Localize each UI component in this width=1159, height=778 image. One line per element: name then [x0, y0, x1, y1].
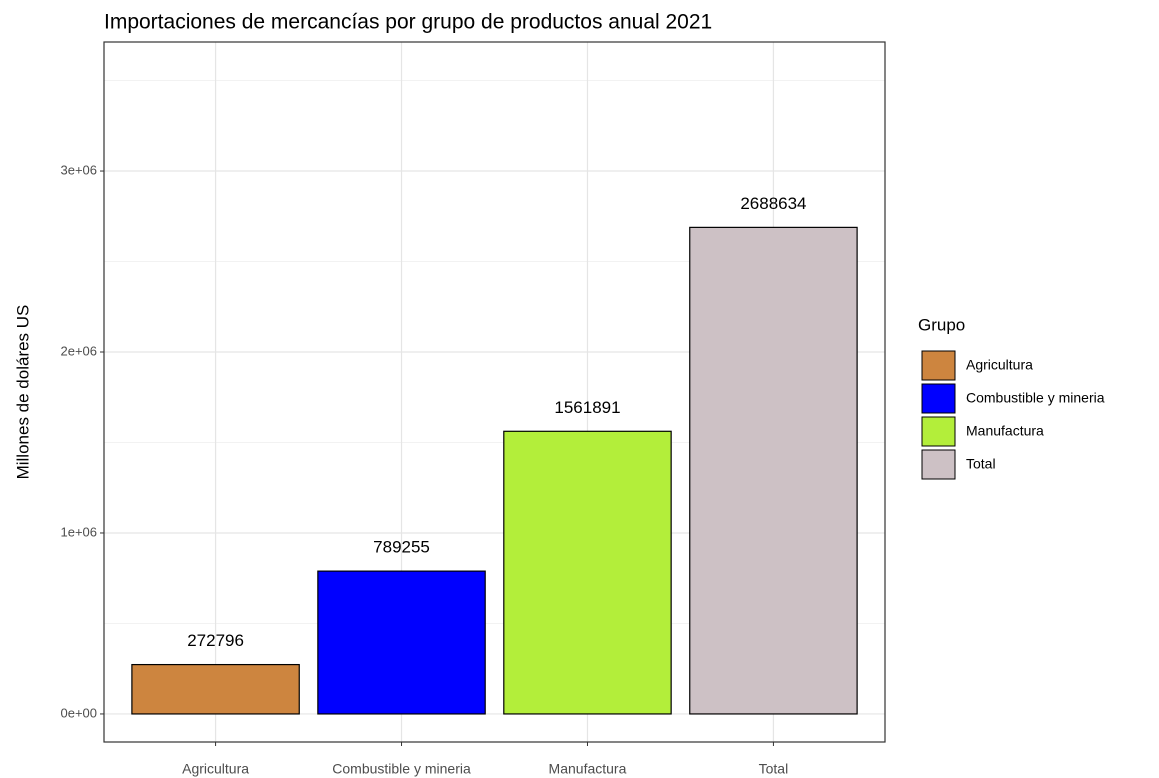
x-tick-label: Total — [759, 761, 789, 777]
legend-label: Combustible y mineria — [966, 390, 1105, 406]
bar — [689, 226, 858, 715]
y-axis-label: Millones de doláres US — [13, 305, 32, 480]
bar — [131, 663, 300, 715]
value-label: 272796 — [187, 631, 244, 650]
legend-label: Agricultura — [966, 357, 1033, 373]
y-tick-label: 1e+06 — [60, 524, 97, 539]
x-tick-label: Manufactura — [549, 761, 627, 777]
value-label: 789255 — [373, 538, 430, 557]
bar — [503, 430, 672, 715]
value-label: 1561891 — [554, 398, 620, 417]
bar — [317, 570, 486, 715]
x-tick-label: Agricultura — [182, 761, 249, 777]
legend-title: Grupo — [918, 315, 965, 334]
legend-swatch — [921, 350, 956, 381]
value-label: 2688634 — [740, 194, 806, 213]
legend-swatch — [921, 449, 956, 480]
chart-title: Importaciones de mercancías por grupo de… — [104, 11, 712, 34]
legend-label: Total — [966, 456, 996, 472]
y-tick-label: 0e+00 — [60, 705, 97, 720]
x-tick-label: Combustible y mineria — [332, 761, 471, 777]
y-tick-label: 3e+06 — [60, 162, 97, 177]
legend-swatch — [921, 383, 956, 414]
y-tick-label: 2e+06 — [60, 343, 97, 358]
panel-border — [103, 41, 886, 743]
legend-label: Manufactura — [966, 423, 1044, 439]
legend-swatch — [921, 416, 956, 447]
